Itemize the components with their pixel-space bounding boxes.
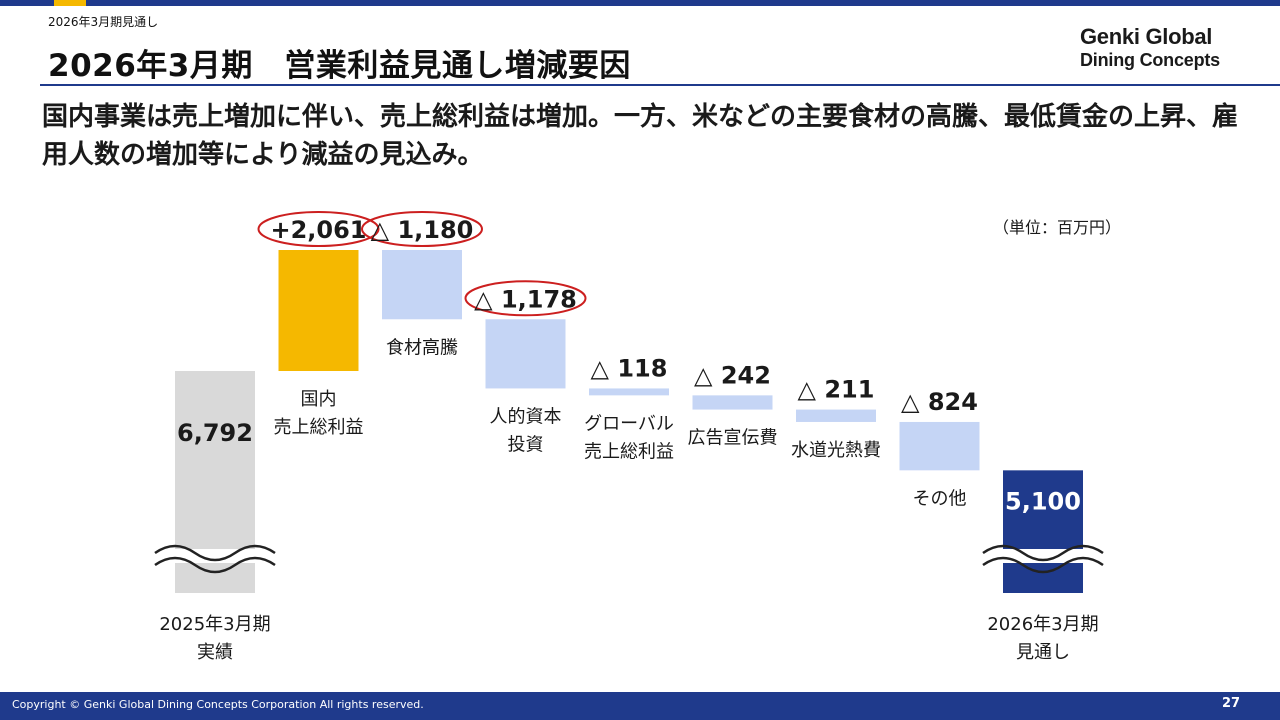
- title-divider: [40, 84, 1280, 86]
- data-label: △ 824: [901, 388, 978, 416]
- category-label: グローバル: [584, 413, 674, 434]
- data-label: △ 1,178: [474, 285, 577, 313]
- logo-line-1: Genki Global: [1080, 24, 1213, 49]
- copyright-text: Copyright © Genki Global Dining Concepts…: [12, 698, 424, 711]
- page-number: 27: [1222, 696, 1241, 711]
- category-label: 投資: [508, 434, 544, 455]
- unit-label: （単位：百万円）: [993, 218, 1122, 237]
- axis-break-wave: [982, 544, 1104, 562]
- category-label: 売上総利益: [274, 417, 364, 438]
- data-label: 5,100: [1005, 487, 1081, 515]
- category-label: 見通し: [1016, 642, 1070, 663]
- category-label: 水道光熱費: [791, 440, 881, 461]
- waterfall-bar: [278, 250, 359, 371]
- waterfall-bar: [382, 250, 462, 320]
- data-label: △ 242: [694, 361, 771, 389]
- waterfall-bar: [485, 319, 566, 389]
- slide-title: 2026年3月期 営業利益見通し増減要因: [48, 48, 631, 84]
- top-accent-bar: [54, 0, 86, 6]
- highlight-ring: [361, 211, 483, 247]
- axis-break-wave: [982, 556, 1104, 574]
- highlight-ring: [464, 280, 587, 317]
- waterfall-bar: [692, 395, 773, 410]
- top-brand-bar: [0, 0, 1280, 6]
- category-label: 広告宣伝費: [688, 428, 778, 449]
- logo-line-2: Dining Concepts: [1080, 50, 1220, 70]
- category-label: 2026年3月期: [987, 614, 1098, 635]
- category-label: 実績: [197, 642, 233, 663]
- category-label: 国内: [301, 389, 337, 410]
- highlight-ring: [257, 211, 380, 247]
- headline-message: 国内事業は売上増加に伴い、売上総利益は増加。一方、米などの主要食材の高騰、最低賃…: [42, 102, 1239, 170]
- category-label: 食材高騰: [386, 337, 458, 358]
- category-label: 2025年3月期: [159, 614, 270, 635]
- data-label: △ 211: [798, 376, 875, 404]
- document-label: 2026年3月期見通し: [48, 15, 159, 29]
- category-label: 人的資本: [490, 406, 562, 427]
- waterfall-bar: [589, 388, 669, 396]
- axis-break-wave: [154, 544, 276, 562]
- data-label: △ 118: [591, 354, 668, 382]
- data-label: +2,061: [270, 216, 366, 244]
- axis-break-wave: [154, 556, 276, 574]
- waterfall-bar: [899, 421, 980, 471]
- category-label: 売上総利益: [584, 441, 674, 462]
- waterfall-bar: [796, 409, 876, 422]
- data-label: △ 1,180: [371, 216, 474, 244]
- footer-bar: [0, 692, 1280, 720]
- company-logo: Genki Global Dining Concepts: [1080, 24, 1220, 73]
- data-label: 6,792: [177, 419, 253, 447]
- category-label: その他: [913, 488, 967, 509]
